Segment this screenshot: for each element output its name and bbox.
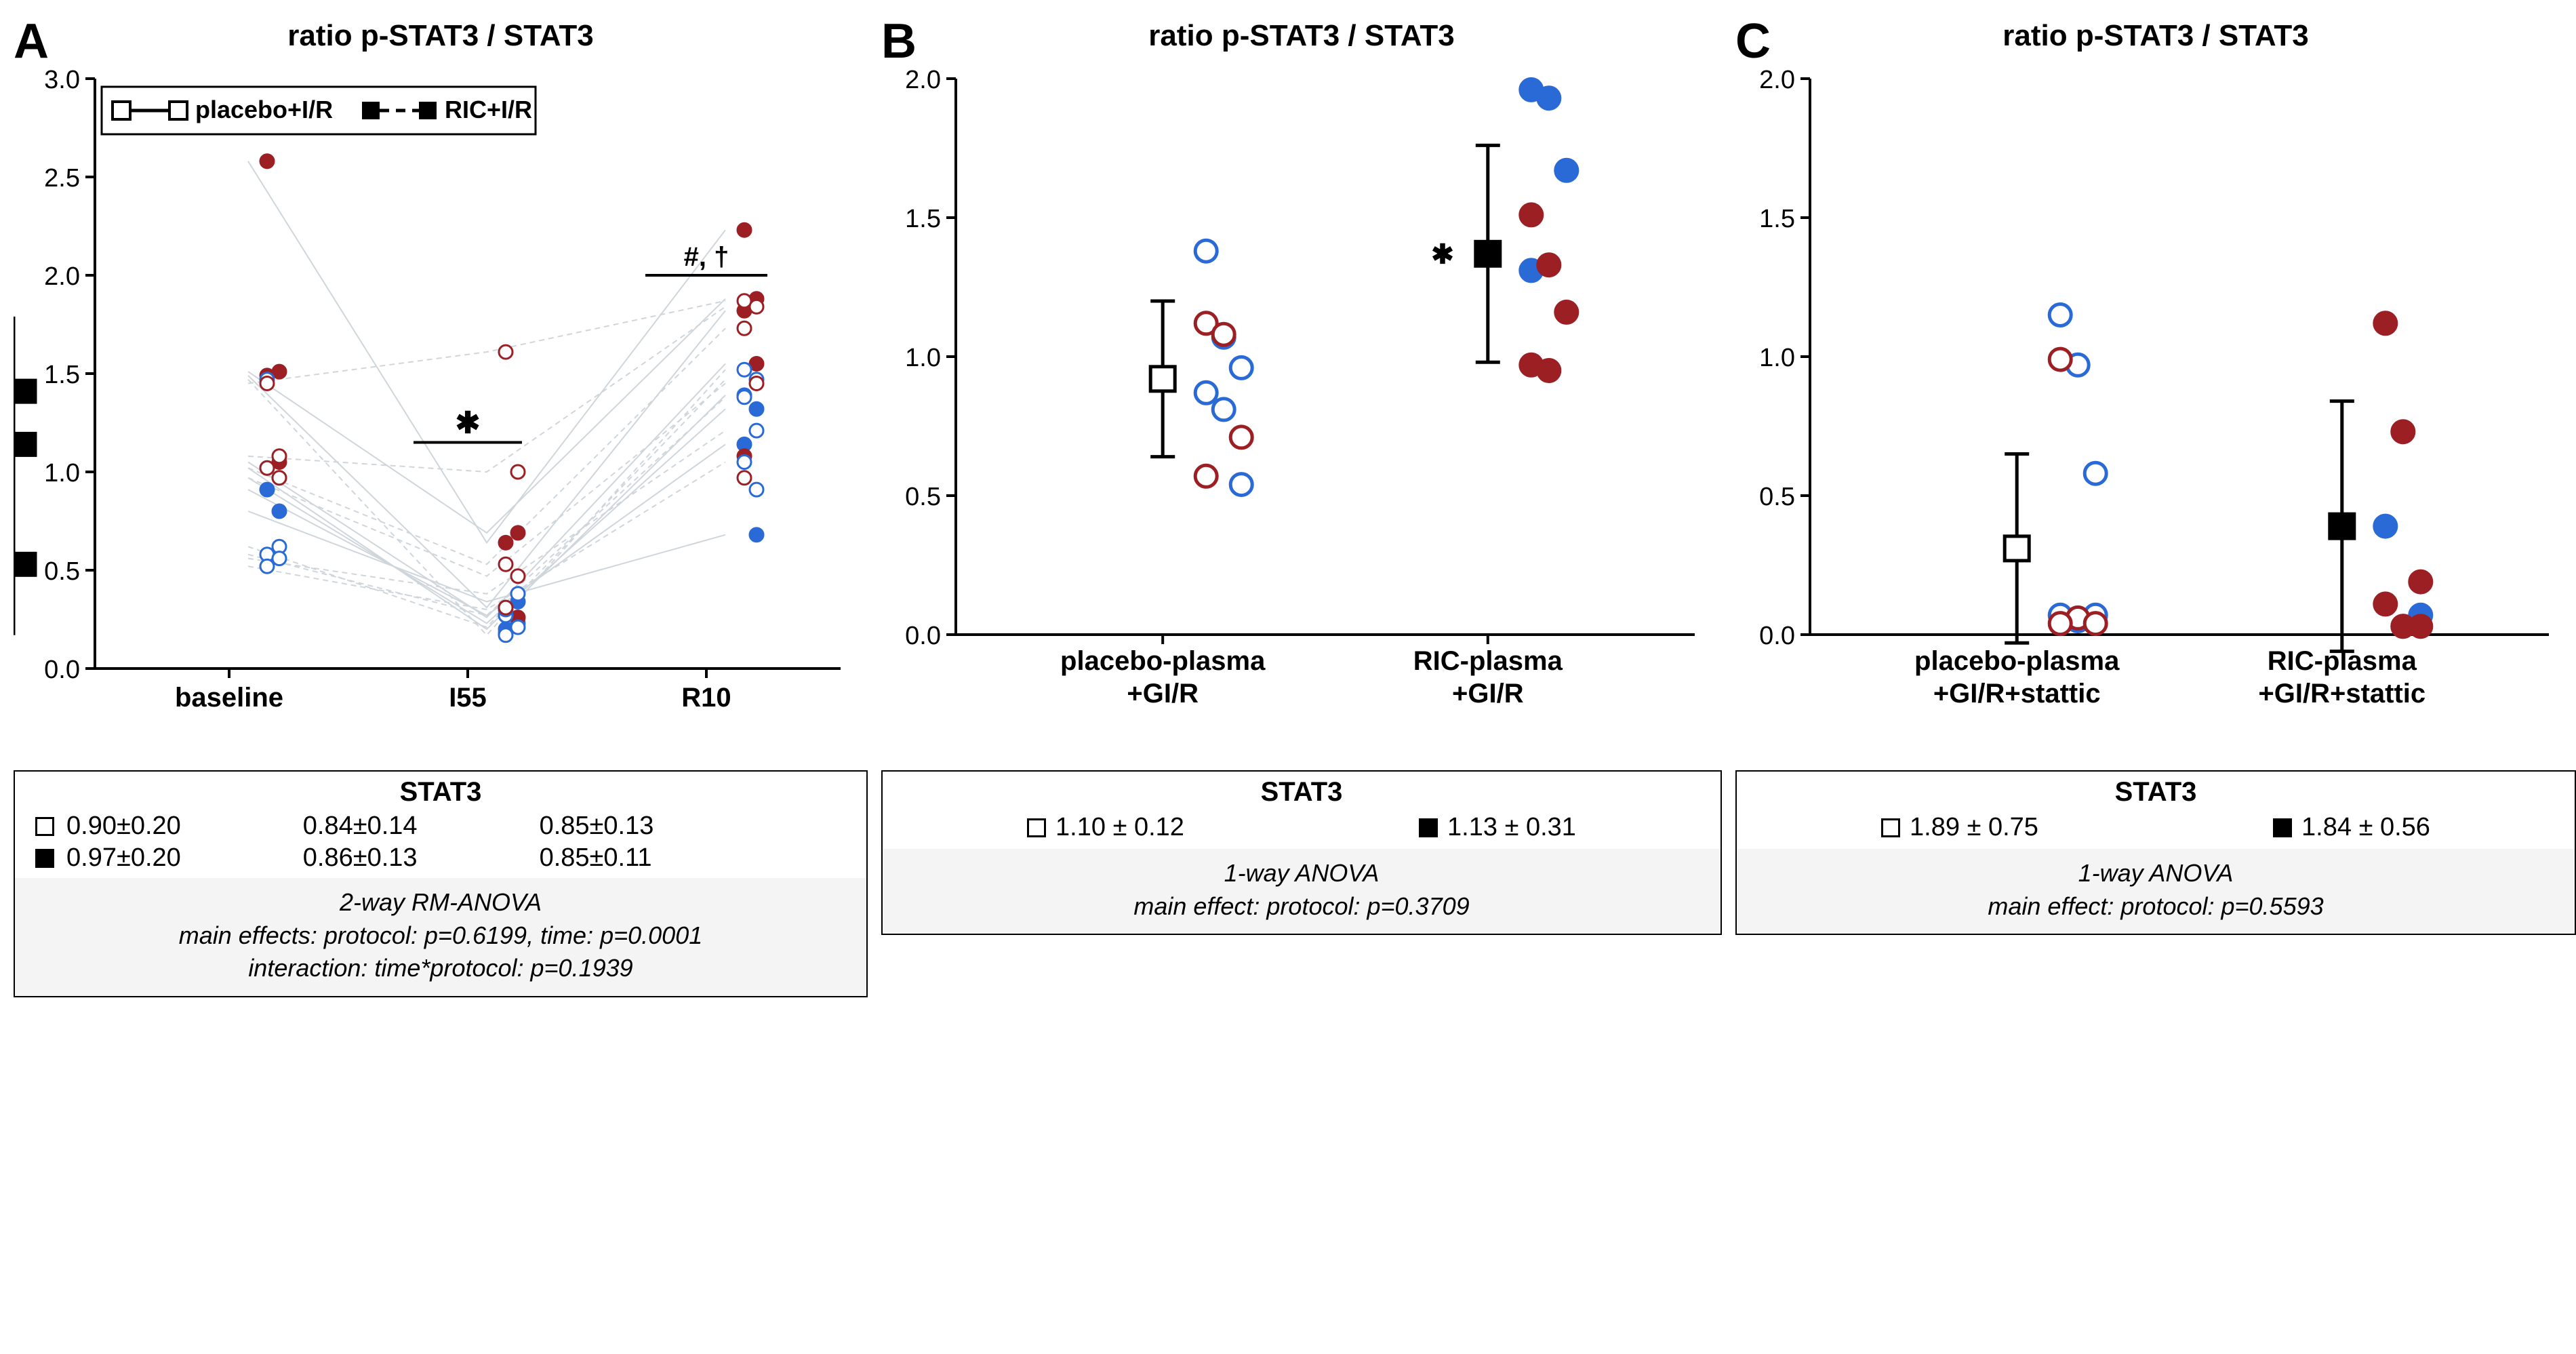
stat-c-filled: 1.84 ± 0.56 (2301, 813, 2430, 842)
svg-text:+GI/R+stattic: +GI/R+stattic (1933, 679, 2101, 709)
stat-b-foot-1: main effect: protocol: p=0.3709 (896, 890, 1707, 923)
stat-b-open: 1.10 ± 0.12 (1055, 813, 1184, 842)
svg-text:0.0: 0.0 (1759, 622, 1795, 650)
svg-text:1.0: 1.0 (905, 344, 941, 372)
svg-text:+GI/R: +GI/R (1127, 679, 1199, 709)
stat-a-plc-0: 0.90±0.20 (66, 812, 181, 841)
panel-c: C ratio p-STAT3 / STAT3 0.0 0.5 1.0 1.5 2.0 p… (1735, 14, 2576, 997)
svg-text:#, †: #, † (684, 242, 729, 272)
stat-a-foot-1: main effects: protocol: p=0.6199, time: … (28, 919, 853, 953)
stat-a-ric-0: 0.97±0.20 (66, 843, 181, 873)
svg-text:0.5: 0.5 (905, 483, 941, 511)
svg-text:3.0: 3.0 (44, 66, 80, 94)
chart-a: 0.0 0.5 1.0 1.5 2.0 2.5 3.0 baseline I55 R10 place… (14, 58, 868, 750)
panel-b: B ratio p-STAT3 / STAT3 0.0 0.5 1.0 1.5 2.0 p… (881, 14, 1722, 997)
panel-a-label: A (14, 14, 49, 69)
svg-text:✱: ✱ (456, 407, 481, 440)
svg-text:RIC-plasma: RIC-plasma (1413, 646, 1563, 676)
svg-text:1.0: 1.0 (44, 459, 80, 487)
stat-c-title: STAT3 (1737, 772, 2575, 810)
svg-text:baseline: baseline (175, 683, 283, 713)
svg-text:R10: R10 (681, 683, 731, 713)
stat-a-title: STAT3 (15, 772, 866, 810)
svg-text:0.5: 0.5 (44, 557, 80, 586)
svg-text:2.0: 2.0 (44, 262, 80, 291)
stat-a-foot-2: interaction: time*protocol: p=0.1939 (28, 952, 853, 985)
panel-b-label: B (881, 14, 917, 69)
svg-text:placebo+I/R: placebo+I/R (195, 96, 333, 123)
svg-text:2.0: 2.0 (905, 66, 941, 94)
svg-text:1.5: 1.5 (1759, 205, 1795, 233)
svg-text:2.0: 2.0 (1759, 66, 1795, 94)
stat-a-ric-2: 0.85±0.11 (540, 843, 652, 873)
open-square-icon (35, 817, 54, 836)
stat-b-foot-0: 1-way ANOVA (896, 857, 1707, 890)
stat-b-title: STAT3 (883, 772, 1720, 810)
svg-text:2.5: 2.5 (44, 164, 80, 193)
stat-c-open: 1.89 ± 0.75 (1910, 813, 2038, 842)
panel-b-title: ratio p-STAT3 / STAT3 (881, 19, 1722, 53)
panel-a-title: ratio p-STAT3 / STAT3 (14, 19, 868, 53)
stat-a-ric-1: 0.86±0.13 (303, 843, 418, 873)
stat-box-b: STAT3 1.10 ± 0.12 1.13 ± 0.31 1-way ANOV… (881, 770, 1722, 935)
open-square-icon (1027, 818, 1046, 837)
panel-c-title: ratio p-STAT3 / STAT3 (1735, 19, 2576, 53)
stat-b-filled: 1.13 ± 0.31 (1447, 813, 1576, 842)
chart-c: 0.00.51.01.52.0placebo-plasma+GI/R+statt… (1735, 58, 2576, 750)
stat-box-a: STAT3 0.90±0.20 0.84±0.14 0.85±0.13 0.97… (14, 770, 868, 997)
svg-text:placebo-plasma: placebo-plasma (1914, 646, 2120, 676)
stat-c-foot-1: main effect: protocol: p=0.5593 (1750, 890, 2561, 923)
svg-text:placebo-plasma: placebo-plasma (1060, 646, 1266, 676)
open-square-icon (1881, 818, 1900, 837)
svg-text:+GI/R: +GI/R (1452, 679, 1524, 709)
svg-text:✱: ✱ (1431, 239, 1454, 269)
stat-box-c: STAT3 1.89 ± 0.75 1.84 ± 0.56 1-way ANOV… (1735, 770, 2576, 935)
svg-text:0.0: 0.0 (905, 622, 941, 650)
svg-text:0.0: 0.0 (44, 656, 80, 684)
stat-a-plc-1: 0.84±0.14 (303, 812, 418, 841)
figure-root: A ratio p-STAT3 / STAT3 0.0 0.5 1.0 1.5 2.0 2… (0, 0, 2576, 1011)
svg-text:+GI/R+stattic: +GI/R+stattic (2258, 679, 2426, 709)
svg-text:I55: I55 (449, 683, 487, 713)
panel-c-label: C (1735, 14, 1771, 69)
stat-a-plc-2: 0.85±0.13 (540, 812, 654, 841)
svg-text:1.0: 1.0 (1759, 344, 1795, 372)
stat-a-foot-0: 2-way RM-ANOVA (28, 886, 853, 919)
svg-text:0.5: 0.5 (1759, 483, 1795, 511)
filled-square-icon (1419, 818, 1438, 837)
filled-square-icon (35, 849, 54, 868)
panel-a: A ratio p-STAT3 / STAT3 0.0 0.5 1.0 1.5 2.0 2… (14, 14, 868, 997)
svg-text:1.5: 1.5 (44, 361, 80, 389)
filled-square-icon (2273, 818, 2292, 837)
stat-c-foot-0: 1-way ANOVA (1750, 857, 2561, 890)
chart-b: 0.00.51.01.52.0placebo-plasma+GI/RRIC-pl… (881, 58, 1722, 750)
svg-text:RIC+I/R: RIC+I/R (445, 96, 532, 123)
svg-text:1.5: 1.5 (905, 205, 941, 233)
